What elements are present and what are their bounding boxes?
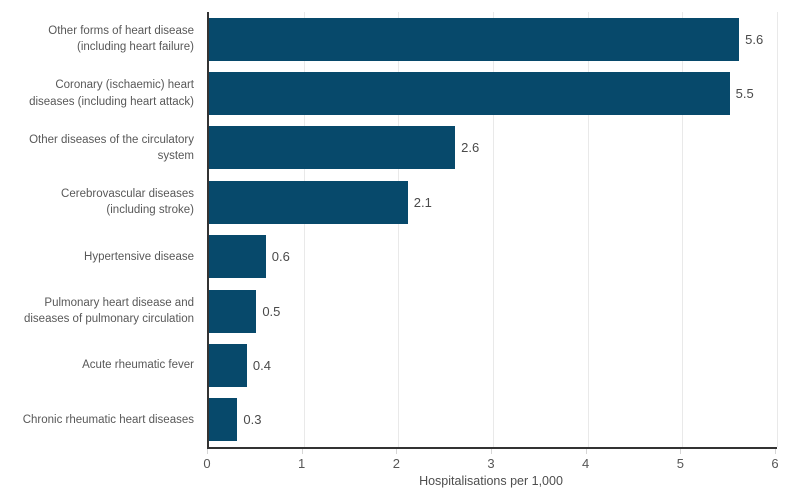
plot-area: 5.6 5.5 2.6 2.1 0.6 0.5 0.4 0.3 (207, 12, 778, 449)
bar-value-label: 0.3 (243, 412, 262, 428)
x-tick-mark-6 (775, 449, 776, 454)
x-tick-label-5: 5 (676, 456, 684, 471)
bar-value-label: 2.6 (461, 140, 480, 156)
bar-row: 2.1 (209, 175, 777, 229)
bar-2[interactable] (209, 72, 730, 116)
x-axis: 0 1 2 3 4 5 6 (203, 449, 779, 489)
bar-3[interactable] (209, 126, 456, 170)
x-tick-label-0: 0 (203, 456, 211, 471)
bar-value-label: 0.5 (262, 303, 281, 319)
bar-6[interactable] (209, 289, 257, 333)
category-label-1: Other forms of heart disease (including h… (48, 25, 194, 54)
category-label-6: Pulmonary heart disease and diseases of p… (23, 296, 194, 326)
bar-row: 0.4 (209, 338, 777, 392)
bar-5[interactable] (209, 235, 266, 279)
bar-8[interactable] (209, 398, 238, 442)
bar-1[interactable] (209, 17, 740, 61)
category-label-3: Other diseases of the circulatory system (29, 133, 194, 162)
bar-7[interactable] (209, 343, 247, 387)
category-label-2: Coronary (ischaemic) heart diseases (incl… (29, 79, 194, 108)
gridline-x-6 (777, 12, 778, 447)
x-tick-label-4: 4 (582, 456, 590, 471)
gridline-x-3 (493, 12, 494, 447)
gridline-x-4 (587, 12, 589, 447)
bar-4[interactable] (209, 180, 408, 224)
x-tick-label-3: 3 (487, 456, 495, 471)
x-tick-mark-5 (680, 449, 682, 454)
category-label-4: Cerebrovascular diseases (including strok… (61, 188, 194, 217)
bar-row: 0.5 (209, 284, 777, 338)
bar-value-label: 2.1 (413, 194, 432, 210)
category-label-7: Acute rheumatic fever (82, 359, 194, 372)
x-tick-mark-3 (491, 449, 492, 454)
bar-value-label: 0.4 (252, 357, 271, 373)
gridline-x-5 (682, 12, 684, 447)
bar-value-label: 0.6 (271, 249, 290, 265)
bar-row: 5.6 (209, 12, 777, 66)
gridline-x-1 (303, 12, 305, 447)
x-axis-title: Hospitalisations per 1,000 (419, 474, 563, 488)
bar-row: 0.3 (209, 393, 777, 447)
bar-row: 5.5 (209, 66, 777, 120)
category-label-5: Hypertensive disease (84, 250, 194, 263)
bar-row: 0.6 (209, 230, 777, 284)
bar-value-label: 5.6 (745, 31, 764, 47)
bar-value-label: 5.5 (735, 86, 754, 102)
bar-row: 2.6 (209, 121, 777, 175)
x-tick-mark-2 (396, 449, 398, 454)
x-tick-label-1: 1 (298, 456, 306, 471)
x-tick-mark-0 (207, 449, 208, 454)
gridline-x-2 (398, 12, 400, 447)
category-label-8: Chronic rheumatic heart diseases (22, 413, 194, 426)
x-tick-mark-4 (585, 449, 587, 454)
x-tick-label-6: 6 (771, 456, 779, 471)
x-tick-label-2: 2 (392, 456, 400, 471)
x-tick-mark-1 (301, 449, 303, 454)
category-axis: Other forms of heart disease (including h… (0, 12, 201, 447)
